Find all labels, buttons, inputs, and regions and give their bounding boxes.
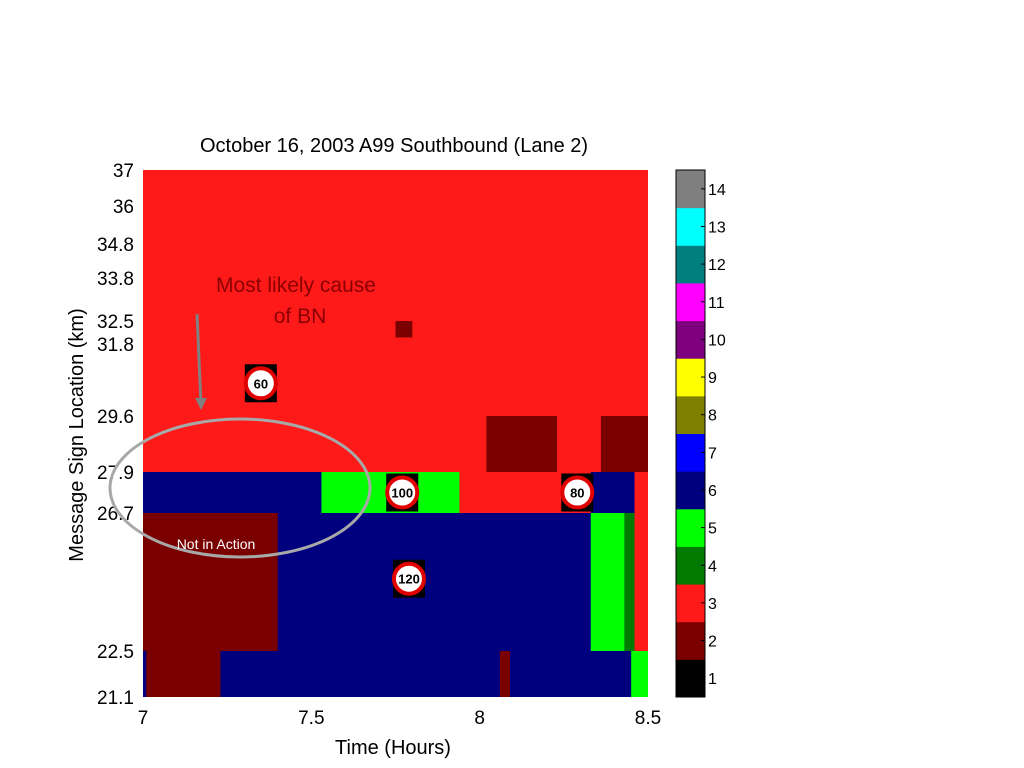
colorbar-label: 7	[708, 445, 717, 462]
heatmap-cell	[624, 513, 635, 651]
heatmap-cell	[590, 513, 625, 651]
speed-sign-60: 60	[243, 364, 278, 403]
x-axis: 7 7.5 8 8.5	[138, 708, 662, 729]
speed-sign-80: 80	[560, 473, 595, 512]
colorbar-swatch	[676, 659, 705, 698]
y-tick-label: 21.1	[97, 688, 134, 709]
colorbar-label: 4	[708, 558, 717, 575]
speed-sign-ring	[560, 475, 595, 510]
x-tick-label: 7	[138, 708, 149, 729]
speed-sign-label: 120	[398, 572, 420, 587]
plot-area	[143, 170, 648, 697]
colorbar-label: 13	[708, 219, 726, 236]
x-axis-label: Time (Hours)	[335, 737, 451, 759]
colorbar-label: 8	[708, 408, 717, 425]
colorbar-label: 12	[708, 257, 726, 274]
x-tick-label: 7.5	[298, 708, 324, 729]
colorbar-label: 9	[708, 370, 717, 387]
colorbar-swatch	[676, 170, 705, 209]
y-tick-label: 34.8	[97, 235, 134, 256]
annotation-arrow	[195, 313, 203, 405]
y-tick-label: 22.5	[97, 642, 134, 663]
colorbar-swatch	[676, 282, 705, 322]
chart-title: October 16, 2003 A99 Southbound (Lane 2)	[200, 135, 588, 157]
y-tick-label: 29.6	[97, 407, 134, 428]
heatmap-cell	[395, 321, 413, 338]
colorbar-label: 6	[708, 483, 717, 500]
speed-sign-label: 80	[570, 486, 584, 501]
speed-sign-label: 100	[391, 486, 413, 501]
colorbar-label: 14	[708, 182, 726, 199]
colorbar-label: 5	[708, 521, 717, 538]
colorbar-swatch	[676, 621, 705, 660]
colorbar-swatch	[676, 207, 705, 246]
speed-sign-ring	[391, 561, 426, 596]
y-tick-label: 36	[113, 197, 134, 218]
colorbar-swatch	[676, 433, 705, 472]
colorbar-label: 3	[708, 596, 717, 613]
speed-signs: 60 100 80 120	[243, 364, 595, 598]
colorbar-swatch	[676, 546, 705, 585]
colorbar-swatch	[676, 584, 705, 623]
annotation-arrowhead	[195, 398, 207, 410]
annotation-group: Most likely cause of BN Not in Action	[108, 274, 376, 559]
speed-sign-100: 100	[385, 473, 420, 512]
speed-sign-120: 120	[391, 559, 426, 598]
status-label: Not in Action	[177, 536, 256, 552]
colorbar-border	[675, 169, 706, 698]
heatmap-cell	[146, 651, 221, 697]
y-axis-label: Message Sign Location (km)	[66, 308, 88, 561]
colorbar-swatch	[676, 395, 705, 434]
heatmap-cell	[631, 651, 648, 697]
colorbar-swatch	[676, 471, 705, 510]
annotation-ellipse	[108, 417, 372, 559]
x-tick-label: 8	[474, 708, 485, 729]
colorbar-swatch	[676, 358, 705, 397]
y-tick-label: 27.9	[97, 463, 134, 484]
annotation-cause-line2: of BN	[274, 305, 327, 328]
heatmap-cell	[486, 416, 558, 472]
colorbar-label: 11	[708, 295, 725, 312]
colorbar-swatch	[676, 320, 705, 359]
annotation-cause-line1: Most likely cause	[216, 274, 376, 297]
y-tick-label: 37	[113, 161, 134, 182]
x-tick-label: 8.5	[635, 708, 661, 729]
heatmap-cell	[634, 472, 648, 651]
y-tick-label: 31.8	[97, 335, 134, 356]
colorbar-label: 1	[708, 671, 717, 688]
heatmap-cell	[499, 651, 510, 697]
colorbar-label: 2	[708, 634, 717, 651]
speed-sign-ring	[243, 366, 278, 401]
speed-sign-label: 60	[254, 376, 268, 391]
colorbar-label: 10	[708, 332, 726, 349]
speed-sign-ring	[385, 475, 420, 510]
y-tick-label: 33.8	[97, 269, 134, 290]
colorbar-swatch	[676, 508, 705, 547]
y-tick-label: 32.5	[97, 312, 134, 333]
colorbar-swatch	[676, 245, 705, 284]
heatmap-cell	[600, 416, 648, 472]
heatmap-cell	[143, 513, 278, 651]
